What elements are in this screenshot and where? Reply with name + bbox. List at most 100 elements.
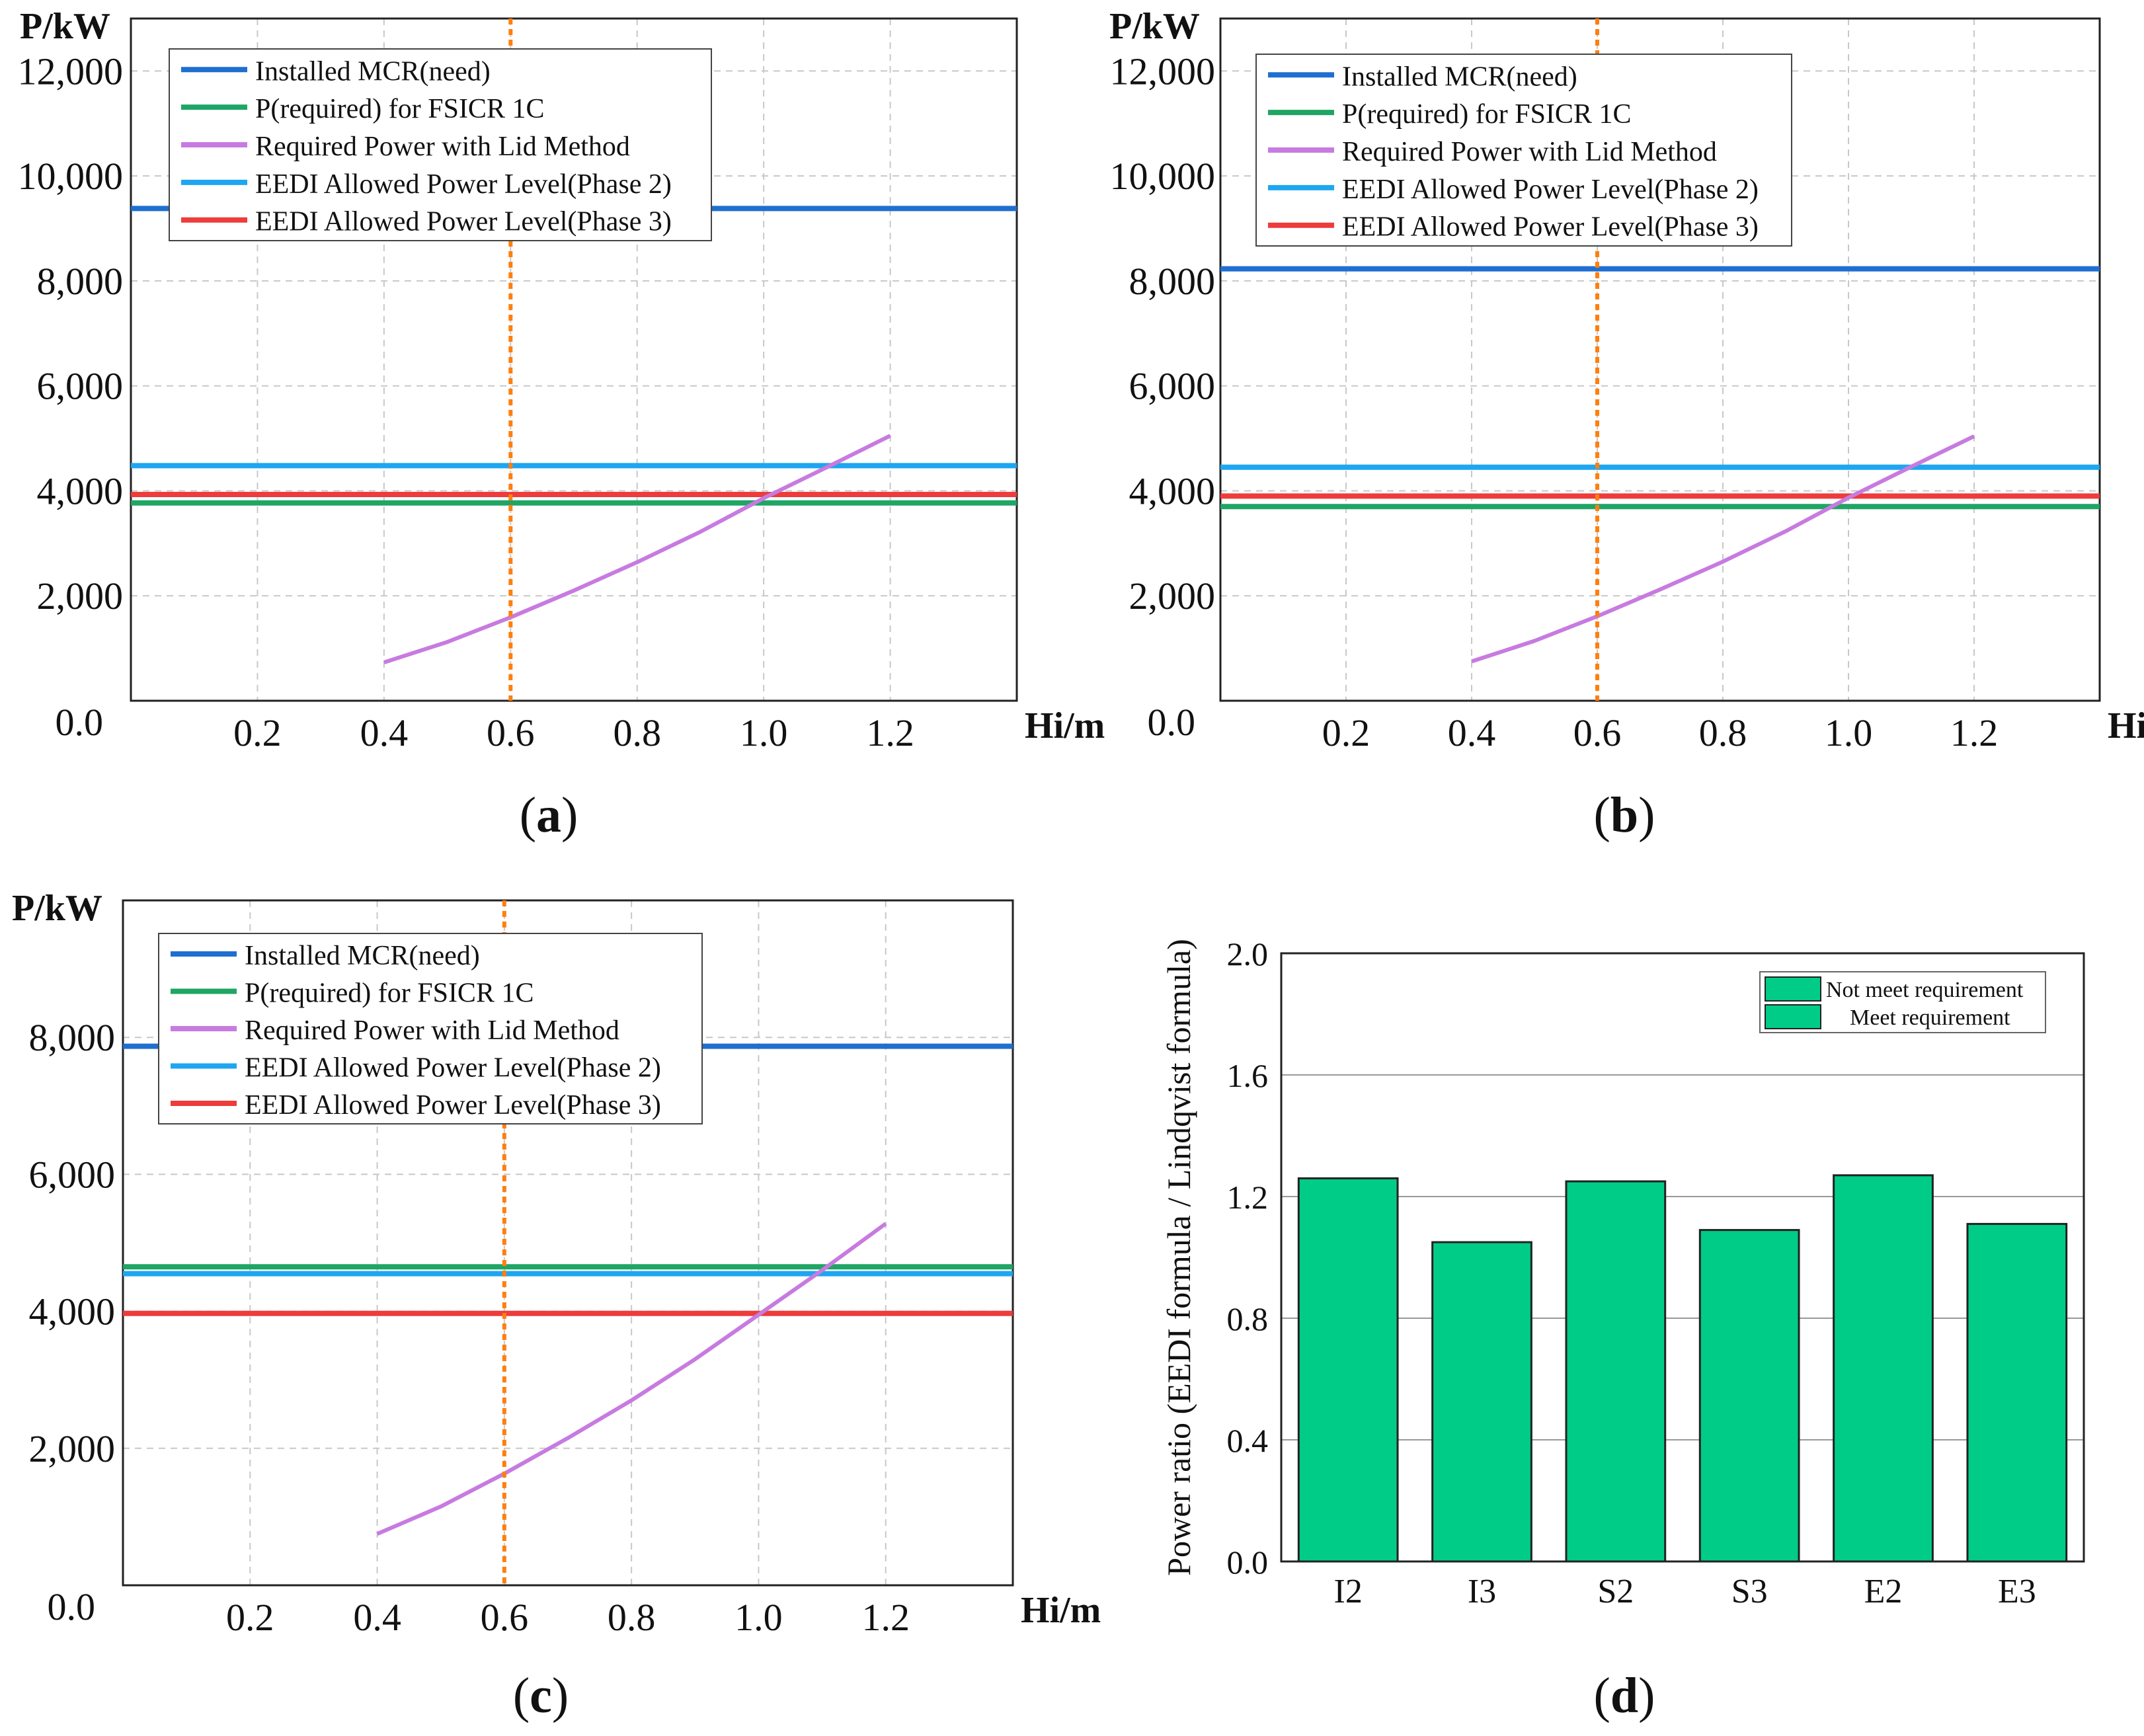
x-tick-label: 0.2 <box>233 711 282 754</box>
y-tick-label: 8,000 <box>29 1016 116 1059</box>
legend-label: Meet requirement <box>1850 1006 2010 1030</box>
line-chart-a: 2,000 4,000 6,000 8,000 10,000 12,000 0.0 0.2 0.… <box>18 6 1105 754</box>
bar-S3 <box>1698 1229 1800 1563</box>
x-tick-label: 1.0 <box>740 711 788 754</box>
legend-label: Installed MCR(need) <box>1342 61 1577 92</box>
line-chart-b: 2,000 4,000 6,000 8,000 10,000 12,000 0.0 0.2 0.… <box>1109 6 2144 754</box>
legend-label: EEDI Allowed Power Level(Phase 2) <box>255 169 672 200</box>
bar-I3 <box>1431 1241 1532 1563</box>
y-tick-label: 0.4 <box>1227 1422 1269 1459</box>
x-tick-label: 0.4 <box>1448 711 1496 754</box>
x-axis-title: Hi/m <box>2108 705 2144 746</box>
x-tick-label: S2 <box>1597 1573 1634 1610</box>
x-tick-label: 0.8 <box>608 1596 656 1639</box>
x-tick-label: 0.2 <box>1322 711 1370 754</box>
y-tick-label: 6,000 <box>37 365 124 408</box>
y-tick-label: 2,000 <box>1129 574 1216 617</box>
bar-E2 <box>1833 1174 1934 1563</box>
legend-label: P(required) for FSICR 1C <box>245 978 534 1009</box>
y-tick-label: 4,000 <box>1129 469 1216 512</box>
y-tick-label: 0.8 <box>1227 1300 1269 1337</box>
legend-label: P(required) for FSICR 1C <box>255 94 544 124</box>
x-tick-label: 1.2 <box>1950 711 1999 754</box>
x-tick-label: I3 <box>1468 1573 1496 1610</box>
y-tick-label: 6,000 <box>29 1153 116 1196</box>
y-tick-label: 10,000 <box>18 155 124 198</box>
x-tick-label: 0.2 <box>226 1596 274 1639</box>
x-tick-label: 0.8 <box>613 711 661 754</box>
x-tick-label: 0.8 <box>1699 711 1747 754</box>
bar-E3 <box>1966 1222 2068 1563</box>
legend-swatch <box>1765 976 1821 1002</box>
y-tick-label: 4,000 <box>29 1290 116 1333</box>
series-lid-curve <box>376 1222 887 1536</box>
legend-box <box>1255 54 1792 247</box>
y-axis-title: P/kW <box>1109 6 1200 47</box>
legend-box <box>158 933 703 1124</box>
y-axis-title: Power ratio (EEDI formula / Lindqvist fo… <box>1160 939 1197 1576</box>
y-tick-label: 2,000 <box>29 1427 116 1470</box>
x-tick-label: 0.4 <box>353 1596 401 1639</box>
y-tick-label: 2,000 <box>37 574 124 617</box>
legend-label: Required Power with Lid Method <box>255 132 630 162</box>
legend-label: Required Power with Lid Method <box>1342 137 1717 167</box>
panel-label-d: (d) <box>1593 1668 1655 1723</box>
y-tick-label: 2.0 <box>1227 935 1269 972</box>
legend-label: Installed MCR(need) <box>255 56 491 87</box>
bar-I2 <box>1297 1177 1399 1563</box>
x-tick-label: S3 <box>1731 1573 1768 1610</box>
x-tick-label: 1.2 <box>861 1596 910 1639</box>
y-tick-label: 0.0 <box>1227 1544 1269 1581</box>
origin-label: 0.0 <box>48 1585 96 1628</box>
legend-label: EEDI Allowed Power Level(Phase 3) <box>255 207 672 237</box>
legend-label: EEDI Allowed Power Level(Phase 3) <box>1342 212 1759 243</box>
series-lid-curve <box>383 434 891 664</box>
panel-label-c: (c) <box>512 1668 569 1723</box>
x-tick-label: 0.6 <box>1573 711 1622 754</box>
y-tick-label: 12,000 <box>18 50 124 93</box>
x-tick-label: 0.6 <box>481 1596 529 1639</box>
x-tick-label: 0.6 <box>487 711 535 754</box>
x-tick-label: 1.2 <box>866 711 914 754</box>
origin-label: 0.0 <box>1148 701 1196 744</box>
y-tick-label: 10,000 <box>1110 155 1216 198</box>
legend-label: EEDI Allowed Power Level(Phase 3) <box>245 1090 661 1121</box>
legend-label: Not meet requirement <box>1826 978 2024 1002</box>
x-tick-label: I2 <box>1334 1573 1363 1610</box>
x-axis-title: Hi/m <box>1021 1590 1101 1631</box>
y-tick-label: 6,000 <box>1129 365 1216 408</box>
plot-frame <box>130 17 1018 702</box>
legend-label: Required Power with Lid Method <box>245 1015 619 1046</box>
y-axis-title: P/kW <box>12 888 102 929</box>
x-tick-label: E3 <box>1998 1573 2036 1610</box>
panel-label-b: (b) <box>1593 787 1655 843</box>
legend-label: EEDI Allowed Power Level(Phase 2) <box>1342 175 1759 205</box>
panel-label-a: (a) <box>519 787 578 843</box>
x-tick-label: 1.0 <box>735 1596 783 1639</box>
y-tick-label: 12,000 <box>1110 50 1216 93</box>
y-tick-label: 8,000 <box>37 260 124 303</box>
bar-chart-d: I2 I3 S2 S3 E2 E3 0.0 0.4 0.8 1.2 1.6 2.0 Power rati… <box>1160 935 2085 1610</box>
series-lid-curve <box>1471 434 1975 664</box>
y-axis-title: P/kW <box>20 6 110 47</box>
y-tick-label: 1.2 <box>1227 1179 1269 1216</box>
legend-swatch <box>1765 1004 1821 1029</box>
x-tick-label: 1.0 <box>1825 711 1873 754</box>
origin-label: 0.0 <box>56 701 104 744</box>
y-tick-label: 1.6 <box>1227 1057 1269 1094</box>
legend-label: P(required) for FSICR 1C <box>1342 99 1631 130</box>
legend-box <box>169 48 712 241</box>
legend-label: EEDI Allowed Power Level(Phase 2) <box>245 1052 661 1083</box>
plot-frame <box>1280 952 2085 1563</box>
legend-label: Installed MCR(need) <box>245 941 480 971</box>
x-axis-title: Hi/m <box>1025 705 1105 746</box>
x-tick-label: 0.4 <box>360 711 409 754</box>
plot-frame <box>122 899 1014 1587</box>
y-tick-label: 8,000 <box>1129 260 1216 303</box>
y-tick-label: 4,000 <box>37 469 124 512</box>
x-tick-label: E2 <box>1864 1573 1903 1610</box>
line-chart-c: 2,000 4,000 6,000 8,000 0.0 0.2 0.4 0.6 0.8 1.0 1.… <box>12 888 1101 1639</box>
plot-frame <box>1219 17 2101 702</box>
bar-S2 <box>1565 1180 1667 1563</box>
